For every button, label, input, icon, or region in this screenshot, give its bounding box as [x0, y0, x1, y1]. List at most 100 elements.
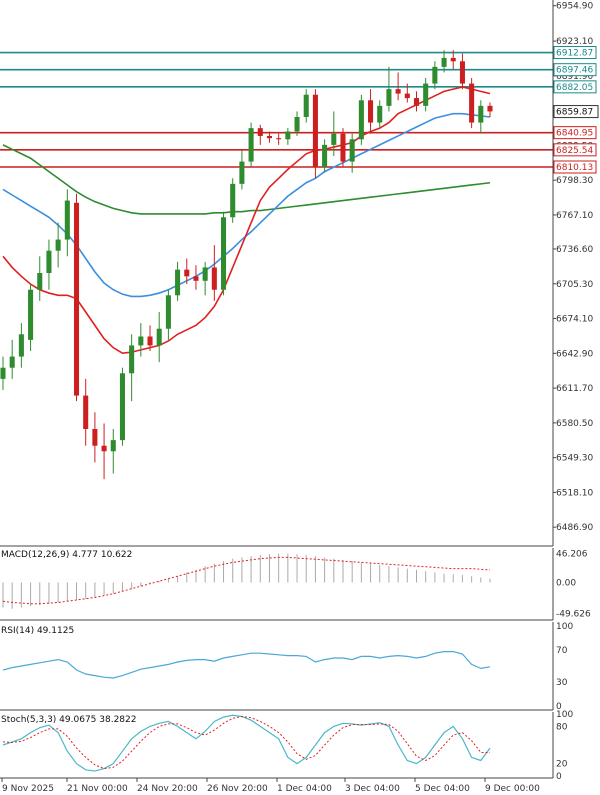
- candle-body: [55, 239, 61, 251]
- bear-candle: [73, 193, 80, 402]
- candle-body: [156, 328, 162, 346]
- resistance-level-label: 6897.46: [556, 66, 593, 76]
- ema-fast-line: [2, 86, 491, 355]
- candle-body: [73, 202, 80, 396]
- bear-candle: [450, 50, 456, 70]
- support-level-tag: [553, 160, 597, 174]
- bear-candle: [101, 423, 107, 480]
- bull-candle: [175, 261, 181, 301]
- stoch-k-line: [2, 714, 491, 772]
- price-tick-label: 6518.10: [556, 488, 593, 498]
- support-level-tag: [553, 126, 597, 140]
- candle-body: [257, 128, 263, 136]
- bear-candle: [487, 102, 493, 117]
- resistance-level-tag: [553, 46, 597, 60]
- candle-body: [404, 93, 410, 99]
- candle-body: [294, 117, 300, 132]
- candle-body: [303, 94, 309, 117]
- price-tick-label: 6736.60: [556, 245, 593, 255]
- bull-candle: [55, 222, 61, 268]
- price-tick-label: 6954.90: [556, 2, 593, 12]
- time-axis: 9 Nov 2025 21 Nov 00:00 24 Nov 20:00 26 Nov…: [1, 778, 540, 794]
- time-tick-label: 9 Dec 00:00: [485, 784, 540, 794]
- price-tick-label: 6611.70: [556, 384, 593, 394]
- bear-candle: [211, 245, 217, 301]
- rsi-tick-label: 70: [556, 646, 568, 656]
- price-tick-label: 6923.10: [556, 37, 593, 47]
- stoch-tick-label: 80: [556, 722, 568, 732]
- bear-candle: [266, 131, 272, 143]
- macd-tick-label: -49.626: [556, 610, 591, 620]
- bull-candle: [386, 66, 392, 112]
- candle-body: [248, 128, 254, 162]
- rsi-tick-label: 100: [556, 622, 573, 632]
- stoch-tick-label: 100: [556, 710, 573, 720]
- price-panel[interactable]: 6954.906923.106891.906829.506798.306767.…: [0, 2, 599, 533]
- macd-panel: MACD(12,26,9) 4.777 10.622 46.206 0.00 -49…: [1, 550, 591, 620]
- bear-candle: [395, 72, 401, 101]
- price-tick-label: 6580.50: [556, 419, 593, 429]
- price-tick-label: 6798.30: [556, 176, 593, 186]
- bear-candle: [193, 265, 199, 290]
- candle-body: [101, 445, 107, 452]
- price-tick-label: 6486.90: [556, 523, 593, 533]
- candle-body: [340, 133, 346, 162]
- candle-body: [349, 139, 355, 162]
- candle-body: [266, 135, 272, 139]
- bull-candle: [230, 178, 236, 223]
- current-price-tag: [553, 105, 599, 119]
- bear-candle: [368, 89, 374, 134]
- bull-candle: [129, 334, 135, 402]
- bull-candle: [239, 150, 245, 190]
- bull-candle: [46, 239, 52, 290]
- bull-candle: [138, 323, 144, 357]
- bull-candle: [64, 189, 70, 257]
- bull-candle: [18, 323, 24, 368]
- bull-candle: [28, 284, 34, 351]
- bear-candle: [459, 53, 465, 90]
- bear-candle: [312, 89, 318, 179]
- bear-candle: [404, 83, 410, 103]
- candle-body: [312, 94, 318, 168]
- stoch-tick-label: 20: [556, 760, 568, 770]
- candle-body: [285, 131, 291, 140]
- bull-candle: [9, 339, 15, 379]
- bull-candle: [294, 111, 300, 136]
- support-level-tag: [553, 143, 597, 157]
- candle-body: [322, 144, 328, 168]
- support-level-label: 6810.13: [556, 163, 593, 173]
- macd-tick-label: 0.00: [556, 578, 576, 588]
- bull-candle: [37, 256, 43, 301]
- time-tick-label: 5 Dec 04:00: [415, 784, 470, 794]
- candle-body: [331, 133, 337, 145]
- rsi-line: [2, 650, 491, 679]
- bear-candle: [469, 78, 475, 129]
- candle-body: [147, 336, 153, 346]
- candle-body: [469, 83, 475, 123]
- current-price-label: 6859.87: [556, 108, 593, 118]
- bear-candle: [83, 378, 89, 446]
- stoch-d-line: [2, 715, 490, 770]
- bull-candle: [349, 133, 355, 173]
- bear-candle: [92, 412, 98, 463]
- candle-body: [386, 89, 392, 106]
- candle-body: [441, 57, 447, 67]
- bull-candle: [156, 312, 162, 363]
- resistance-level-label: 6882.05: [556, 83, 593, 93]
- candle-body: [175, 269, 181, 296]
- rsi-title: RSI(14) 49.1125: [1, 626, 74, 636]
- bear-candle: [147, 325, 153, 351]
- candle-body: [395, 89, 401, 94]
- candle-body: [92, 429, 98, 446]
- time-tick-label: 1 Dec 04:00: [277, 784, 332, 794]
- bull-candle: [358, 94, 364, 145]
- candle-body: [211, 267, 217, 290]
- candle-body: [230, 183, 236, 218]
- time-tick-label: 21 Nov 00:00: [67, 784, 128, 794]
- bull-candle: [432, 61, 438, 90]
- candle-body: [450, 57, 456, 62]
- candle-body: [28, 289, 34, 340]
- support-level-label: 6825.54: [556, 146, 593, 156]
- candle-body: [0, 367, 6, 379]
